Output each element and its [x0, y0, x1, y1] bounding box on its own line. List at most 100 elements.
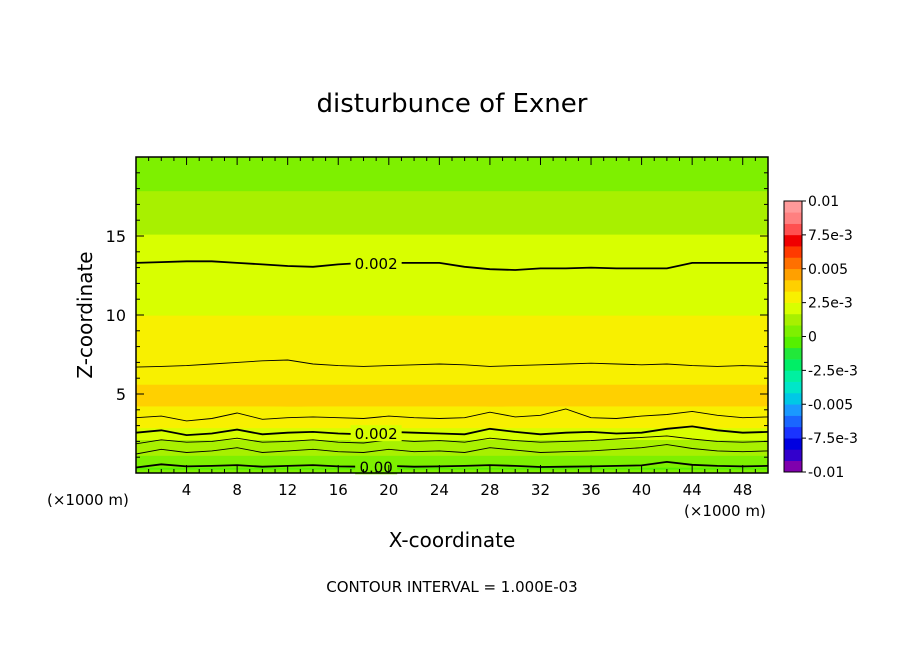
- field-band: [136, 360, 768, 363]
- contour-line: [136, 425, 768, 437]
- field-band: [136, 271, 768, 275]
- contour-fill: [136, 157, 768, 473]
- field-band: [136, 330, 768, 334]
- field-band: [136, 188, 768, 192]
- colorbar-cell: [784, 257, 802, 270]
- field-band: [136, 415, 768, 419]
- contour-label-bg: [350, 254, 402, 271]
- colorbar-cell: [784, 302, 802, 315]
- field-band: [136, 380, 768, 383]
- field-band: [136, 435, 768, 439]
- x-axis-label: X-coordinate: [389, 528, 516, 552]
- field-band: [136, 176, 768, 180]
- colorbar-label: 2.5e-3: [808, 296, 853, 312]
- colorbar-cell: [784, 381, 802, 394]
- colorbar-cell: [784, 280, 802, 292]
- field-band: [136, 332, 768, 336]
- x-tick-label: 8: [232, 481, 242, 499]
- field-band: [136, 457, 768, 460]
- field-band: [136, 431, 768, 435]
- field-band: [136, 168, 768, 172]
- colorbar-cell: [784, 212, 802, 224]
- field-band: [136, 190, 768, 194]
- x-tick-label: 24: [430, 481, 449, 499]
- contour-label: 0.002: [355, 255, 398, 273]
- x-tick-label: 12: [278, 481, 297, 499]
- field-band: [136, 196, 768, 200]
- colorbar-label: 0: [808, 330, 817, 346]
- field-band: [136, 354, 768, 358]
- field-band: [136, 307, 768, 310]
- field-band: [136, 293, 768, 296]
- field-band: [136, 299, 768, 302]
- field-patch: [723, 389, 768, 406]
- field-band: [136, 338, 768, 342]
- field-band: [136, 222, 768, 225]
- field-band: [136, 289, 768, 292]
- colorbar-cell: [784, 313, 802, 326]
- field-band: [136, 249, 768, 253]
- field-band: [136, 265, 768, 269]
- field-band: [136, 407, 768, 411]
- field-band: [136, 384, 768, 387]
- field-band: [136, 322, 768, 326]
- contour-line: [136, 359, 768, 368]
- field-band: [136, 443, 768, 446]
- field-band: [136, 386, 768, 389]
- contour-label: 0.00: [359, 458, 392, 476]
- field-band: [136, 220, 768, 223]
- contour-label-bg: [355, 458, 398, 475]
- field-band: [136, 403, 768, 407]
- field-band: [136, 459, 768, 462]
- field-band: [136, 417, 768, 421]
- field-band: [136, 320, 768, 324]
- field-band: [136, 206, 768, 209]
- colorbar-cell: [784, 347, 802, 360]
- field-band: [136, 305, 768, 308]
- y-axis-label: Z-coordinate: [73, 251, 97, 378]
- field-band: [136, 241, 768, 245]
- field-band: [136, 344, 768, 348]
- field-band: [136, 237, 768, 241]
- field-band: [136, 208, 768, 211]
- colorbar-cell: [784, 460, 802, 473]
- field-band: [136, 198, 768, 202]
- field-band: [136, 405, 768, 409]
- field-band: [136, 192, 768, 196]
- contour-lines: [136, 260, 768, 469]
- field-band: [136, 170, 768, 174]
- field-band: [136, 162, 768, 166]
- y-tick-label: 5: [116, 385, 126, 404]
- field-band: [136, 164, 768, 168]
- field-band: [136, 445, 768, 448]
- field-band: [136, 451, 768, 454]
- colorbar-cell: [784, 404, 802, 416]
- field-band: [136, 277, 768, 281]
- field-band: [136, 423, 768, 427]
- field-band: [136, 186, 768, 190]
- field-band: [136, 427, 768, 431]
- field-band: [136, 291, 768, 294]
- field-band: [136, 315, 768, 318]
- colorbar-label: -0.01: [808, 465, 844, 481]
- field-band: [136, 303, 768, 306]
- field-patch: [224, 387, 364, 407]
- contour-line: [136, 435, 768, 445]
- field-band: [136, 409, 768, 413]
- field-band: [136, 346, 768, 350]
- field-patch: [136, 388, 212, 406]
- field-band: [136, 358, 768, 362]
- field-band: [136, 172, 768, 176]
- field-band: [136, 283, 768, 286]
- field-band: [136, 180, 768, 184]
- field-band: [136, 200, 768, 204]
- field-band: [136, 228, 768, 231]
- field-band: [136, 273, 768, 277]
- field-band: [136, 216, 768, 219]
- field-band: [136, 318, 768, 322]
- field-band: [136, 243, 768, 247]
- colorbar-label: -7.5e-3: [808, 431, 858, 447]
- field-band: [136, 275, 768, 279]
- field-band: [136, 316, 768, 320]
